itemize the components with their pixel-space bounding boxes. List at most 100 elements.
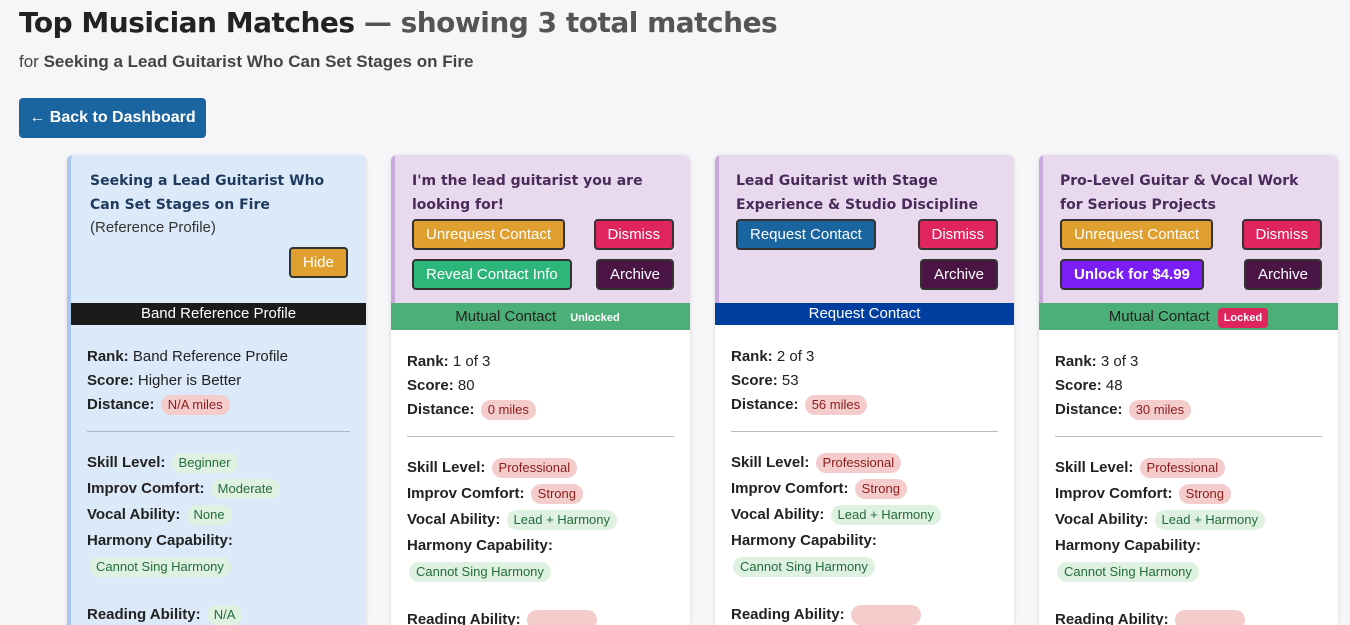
skill-badge: Beginner [171, 453, 238, 473]
distance-badge: N/A miles [160, 395, 230, 415]
contact-request-button[interactable]: Request Contact [736, 219, 876, 250]
card-header: I'm the lead guitarist you are looking f… [391, 155, 690, 303]
reading-badge [1174, 610, 1245, 625]
improv-badge: Strong [530, 484, 583, 504]
rank-value: 2 of 3 [776, 348, 815, 365]
reading-badge [526, 610, 597, 625]
dismiss-button[interactable]: Dismiss [1241, 219, 1322, 250]
archive-button[interactable]: Archive [595, 259, 674, 290]
card-body: Rank: Band Reference Profile Score: High… [71, 325, 366, 625]
status-bar: Band Reference Profile [71, 303, 366, 325]
skill-row: Skill Level: Professional [1055, 455, 1322, 481]
back-to-dashboard-button[interactable]: ← Back to Dashboard [19, 98, 206, 138]
vocal-row: Vocal Ability: Lead + Harmony [407, 507, 674, 533]
score-row: Score: 48 [1055, 374, 1322, 398]
match-card: I'm the lead guitarist you are looking f… [391, 155, 690, 625]
label: Rank: [1055, 353, 1097, 370]
label: Skill Level: [87, 454, 166, 471]
reading-row: Reading Ability: [407, 607, 674, 625]
label: Vocal Ability: [87, 506, 181, 523]
secondary-action-button[interactable]: Unlock for $4.99 [1060, 259, 1204, 290]
dismiss-button[interactable]: Dismiss [593, 219, 674, 250]
score-value: 48 [1105, 377, 1123, 394]
reference-note: (Reference Profile) [90, 219, 216, 236]
label: Improv Comfort: [87, 480, 205, 497]
skill-row: Skill Level: Beginner [87, 450, 350, 476]
distance-badge: 30 miles [1128, 400, 1192, 420]
rank-row: Rank: 1 of 3 [407, 350, 674, 374]
harmony-badge: Cannot Sing Harmony [409, 562, 551, 582]
label: Improv Comfort: [1055, 485, 1173, 502]
card-title: Seeking a Lead Guitarist Who Can Set Sta… [90, 173, 325, 213]
label: Score: [1055, 377, 1102, 394]
label: Distance: [1055, 401, 1123, 418]
title-main: Top Musician Matches [19, 6, 355, 39]
skill-badge: Professional [815, 453, 902, 473]
card-body: Rank: 1 of 3 Score: 80 Distance: 0 miles… [391, 330, 690, 625]
reading-badge [850, 605, 921, 625]
distance-row: Distance: 0 miles [407, 398, 674, 422]
card-title: I'm the lead guitarist you are looking f… [412, 173, 643, 213]
label: Rank: [87, 348, 129, 365]
harmony-row: Harmony Capability: [1055, 533, 1322, 559]
archive-button[interactable]: Archive [919, 259, 998, 290]
improv-badge: Moderate [210, 479, 280, 499]
label: Distance: [87, 396, 155, 413]
hide-button[interactable]: Hide [289, 247, 348, 278]
reading-badge: N/A [206, 605, 243, 625]
label: Reading Ability: [1055, 611, 1169, 625]
status-bar: Request Contact [715, 303, 1014, 325]
label: Skill Level: [407, 459, 486, 476]
card-header: Seeking a Lead Guitarist Who Can Set Sta… [71, 155, 366, 303]
improv-badge: Strong [854, 479, 907, 499]
reference-card: Seeking a Lead Guitarist Who Can Set Sta… [67, 155, 366, 625]
improv-row: Improv Comfort: Strong [407, 481, 674, 507]
harmony-value-row: Cannot Sing Harmony [731, 554, 998, 580]
label: Vocal Ability: [1055, 511, 1149, 528]
score-row: Score: 80 [407, 374, 674, 398]
distance-row: Distance: N/A miles [87, 393, 350, 417]
card-body: Rank: 3 of 3 Score: 48 Distance: 30 mile… [1039, 330, 1338, 625]
match-card: Pro-Level Guitar & Vocal Work for Seriou… [1039, 155, 1338, 625]
rank-row: Rank: Band Reference Profile [87, 345, 350, 369]
listing-name: Seeking a Lead Guitarist Who Can Set Sta… [43, 52, 474, 71]
dismiss-button[interactable]: Dismiss [917, 219, 998, 250]
card-title: Pro-Level Guitar & Vocal Work for Seriou… [1060, 173, 1299, 213]
vocal-badge: None [186, 505, 232, 525]
label: Distance: [407, 401, 475, 418]
lock-status-badge: Locked [1217, 308, 1269, 328]
status-label: Request Contact [808, 305, 921, 322]
rank-value: Band Reference Profile [132, 348, 288, 365]
status-bar: Mutual Contact Unlocked [391, 303, 690, 330]
secondary-action-button[interactable]: Reveal Contact Info [412, 259, 572, 290]
harmony-badge: Cannot Sing Harmony [733, 557, 875, 577]
divider [1055, 436, 1322, 437]
card-header: Lead Guitarist with Stage Experience & S… [715, 155, 1014, 303]
harmony-row: Harmony Capability: [731, 528, 998, 554]
archive-button[interactable]: Archive [1243, 259, 1322, 290]
label: Score: [407, 377, 454, 394]
skill-badge: Professional [1139, 458, 1226, 478]
skill-badge: Professional [491, 458, 578, 478]
improv-row: Improv Comfort: Moderate [87, 476, 350, 502]
score-value: 53 [781, 372, 799, 389]
contact-request-button[interactable]: Unrequest Contact [412, 219, 566, 250]
distance-badge: 56 miles [804, 395, 868, 415]
label: Vocal Ability: [407, 511, 501, 528]
label: Skill Level: [731, 454, 810, 471]
label: Vocal Ability: [731, 506, 825, 523]
harmony-row: Harmony Capability: [407, 533, 674, 559]
label: Reading Ability: [407, 611, 521, 625]
improv-badge: Strong [1178, 484, 1231, 504]
score-row: Score: Higher is Better [87, 369, 350, 393]
harmony-value-row: Cannot Sing Harmony [87, 554, 350, 580]
label: Rank: [407, 353, 449, 370]
skill-row: Skill Level: Professional [731, 450, 998, 476]
status-bar: Mutual Contact Locked [1039, 303, 1338, 330]
vocal-row: Vocal Ability: Lead + Harmony [1055, 507, 1322, 533]
label: Harmony Capability: [731, 532, 877, 549]
distance-row: Distance: 56 miles [731, 393, 998, 417]
label: Improv Comfort: [731, 480, 849, 497]
contact-request-button[interactable]: Unrequest Contact [1060, 219, 1214, 250]
page-title: Top Musician Matches — showing 3 total m… [19, 6, 778, 39]
